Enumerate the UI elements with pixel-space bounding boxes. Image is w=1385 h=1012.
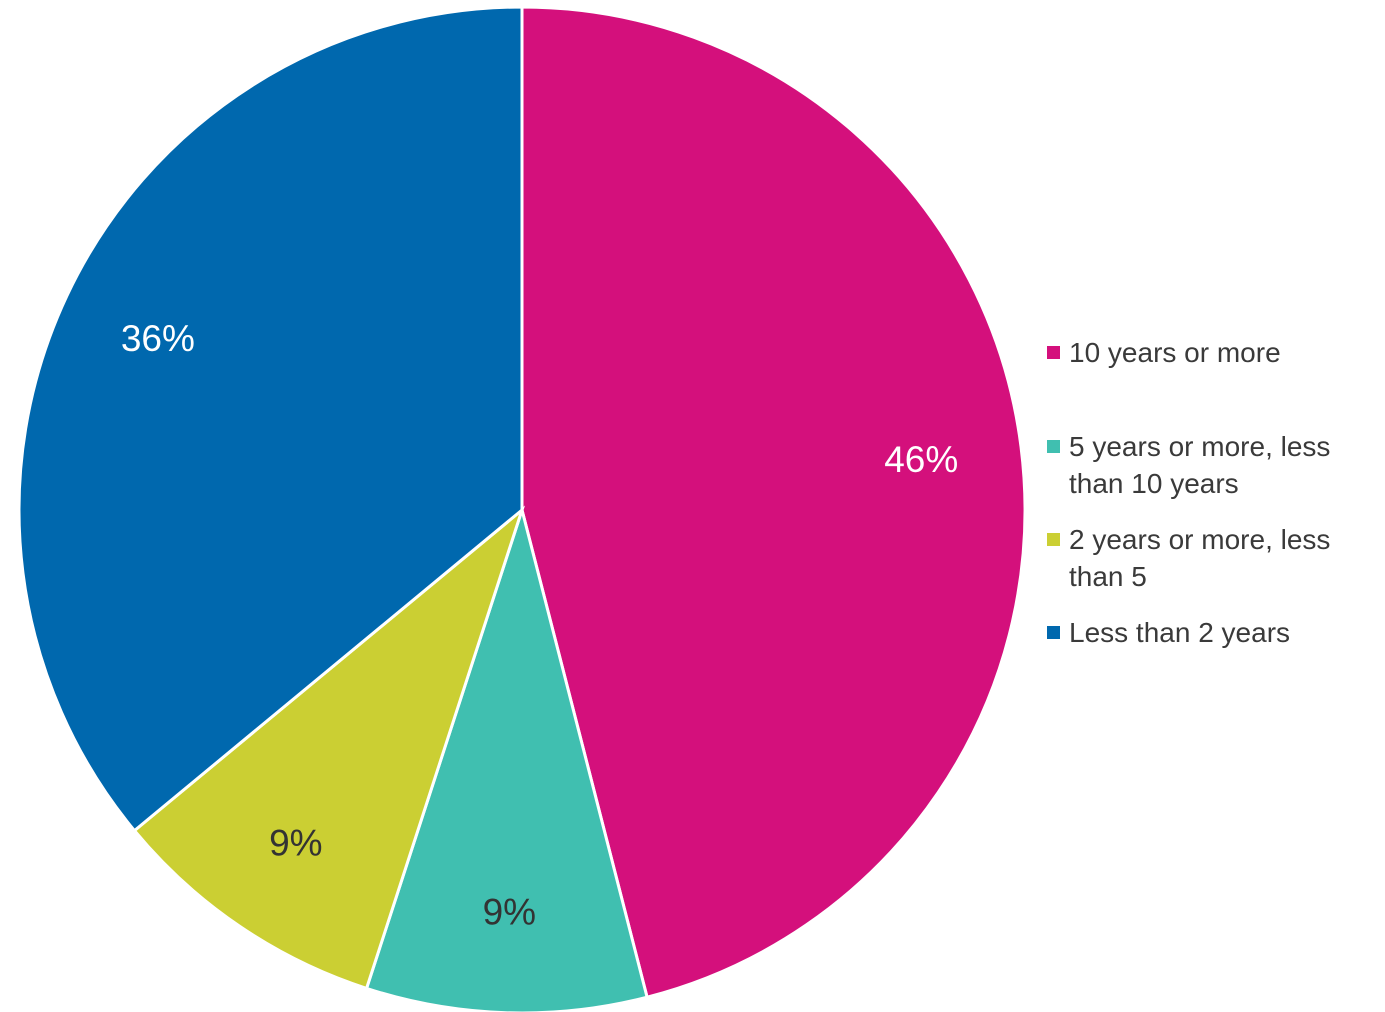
pie-slice-less-than-2-years xyxy=(17,5,524,833)
pie-slice-5-to-10-years xyxy=(364,504,649,1012)
pie-slice-2-to-5-years xyxy=(132,505,526,991)
pie-slice-10-years-or-more xyxy=(520,5,1027,1000)
legend-swatch-less-than-2-years xyxy=(1047,626,1060,639)
legend-swatch-2-to-5-years xyxy=(1047,533,1060,546)
data-label-5-to-10-years: 9% xyxy=(483,892,536,933)
data-label-less-than-2-years: 36% xyxy=(121,318,195,359)
pie-data-labels: 46% 9% 9% 36% xyxy=(121,318,958,933)
legend-swatch-5-to-10-years xyxy=(1047,440,1060,453)
legend-item-5-to-10-years: 5 years or more, less than 10 years xyxy=(1047,428,1374,502)
legend-item-less-than-2-years: Less than 2 years xyxy=(1047,614,1374,651)
legend-label: Less than 2 years xyxy=(1069,617,1291,648)
legend-swatch-10-years-or-more xyxy=(1047,346,1060,359)
legend-item-10-years-or-more: 10 years or more xyxy=(1047,334,1374,371)
legend-label: 5 years or more, less than 10 years xyxy=(1069,431,1331,499)
legend-label: 10 years or more xyxy=(1069,337,1281,368)
data-label-10-years-or-more: 46% xyxy=(884,439,958,480)
data-label-2-to-5-years: 9% xyxy=(269,822,322,863)
pie-slices xyxy=(17,5,1027,1012)
legend-label: 2 years or more, less than 5 xyxy=(1069,524,1331,592)
legend-item-2-to-5-years: 2 years or more, less than 5 xyxy=(1047,521,1374,595)
